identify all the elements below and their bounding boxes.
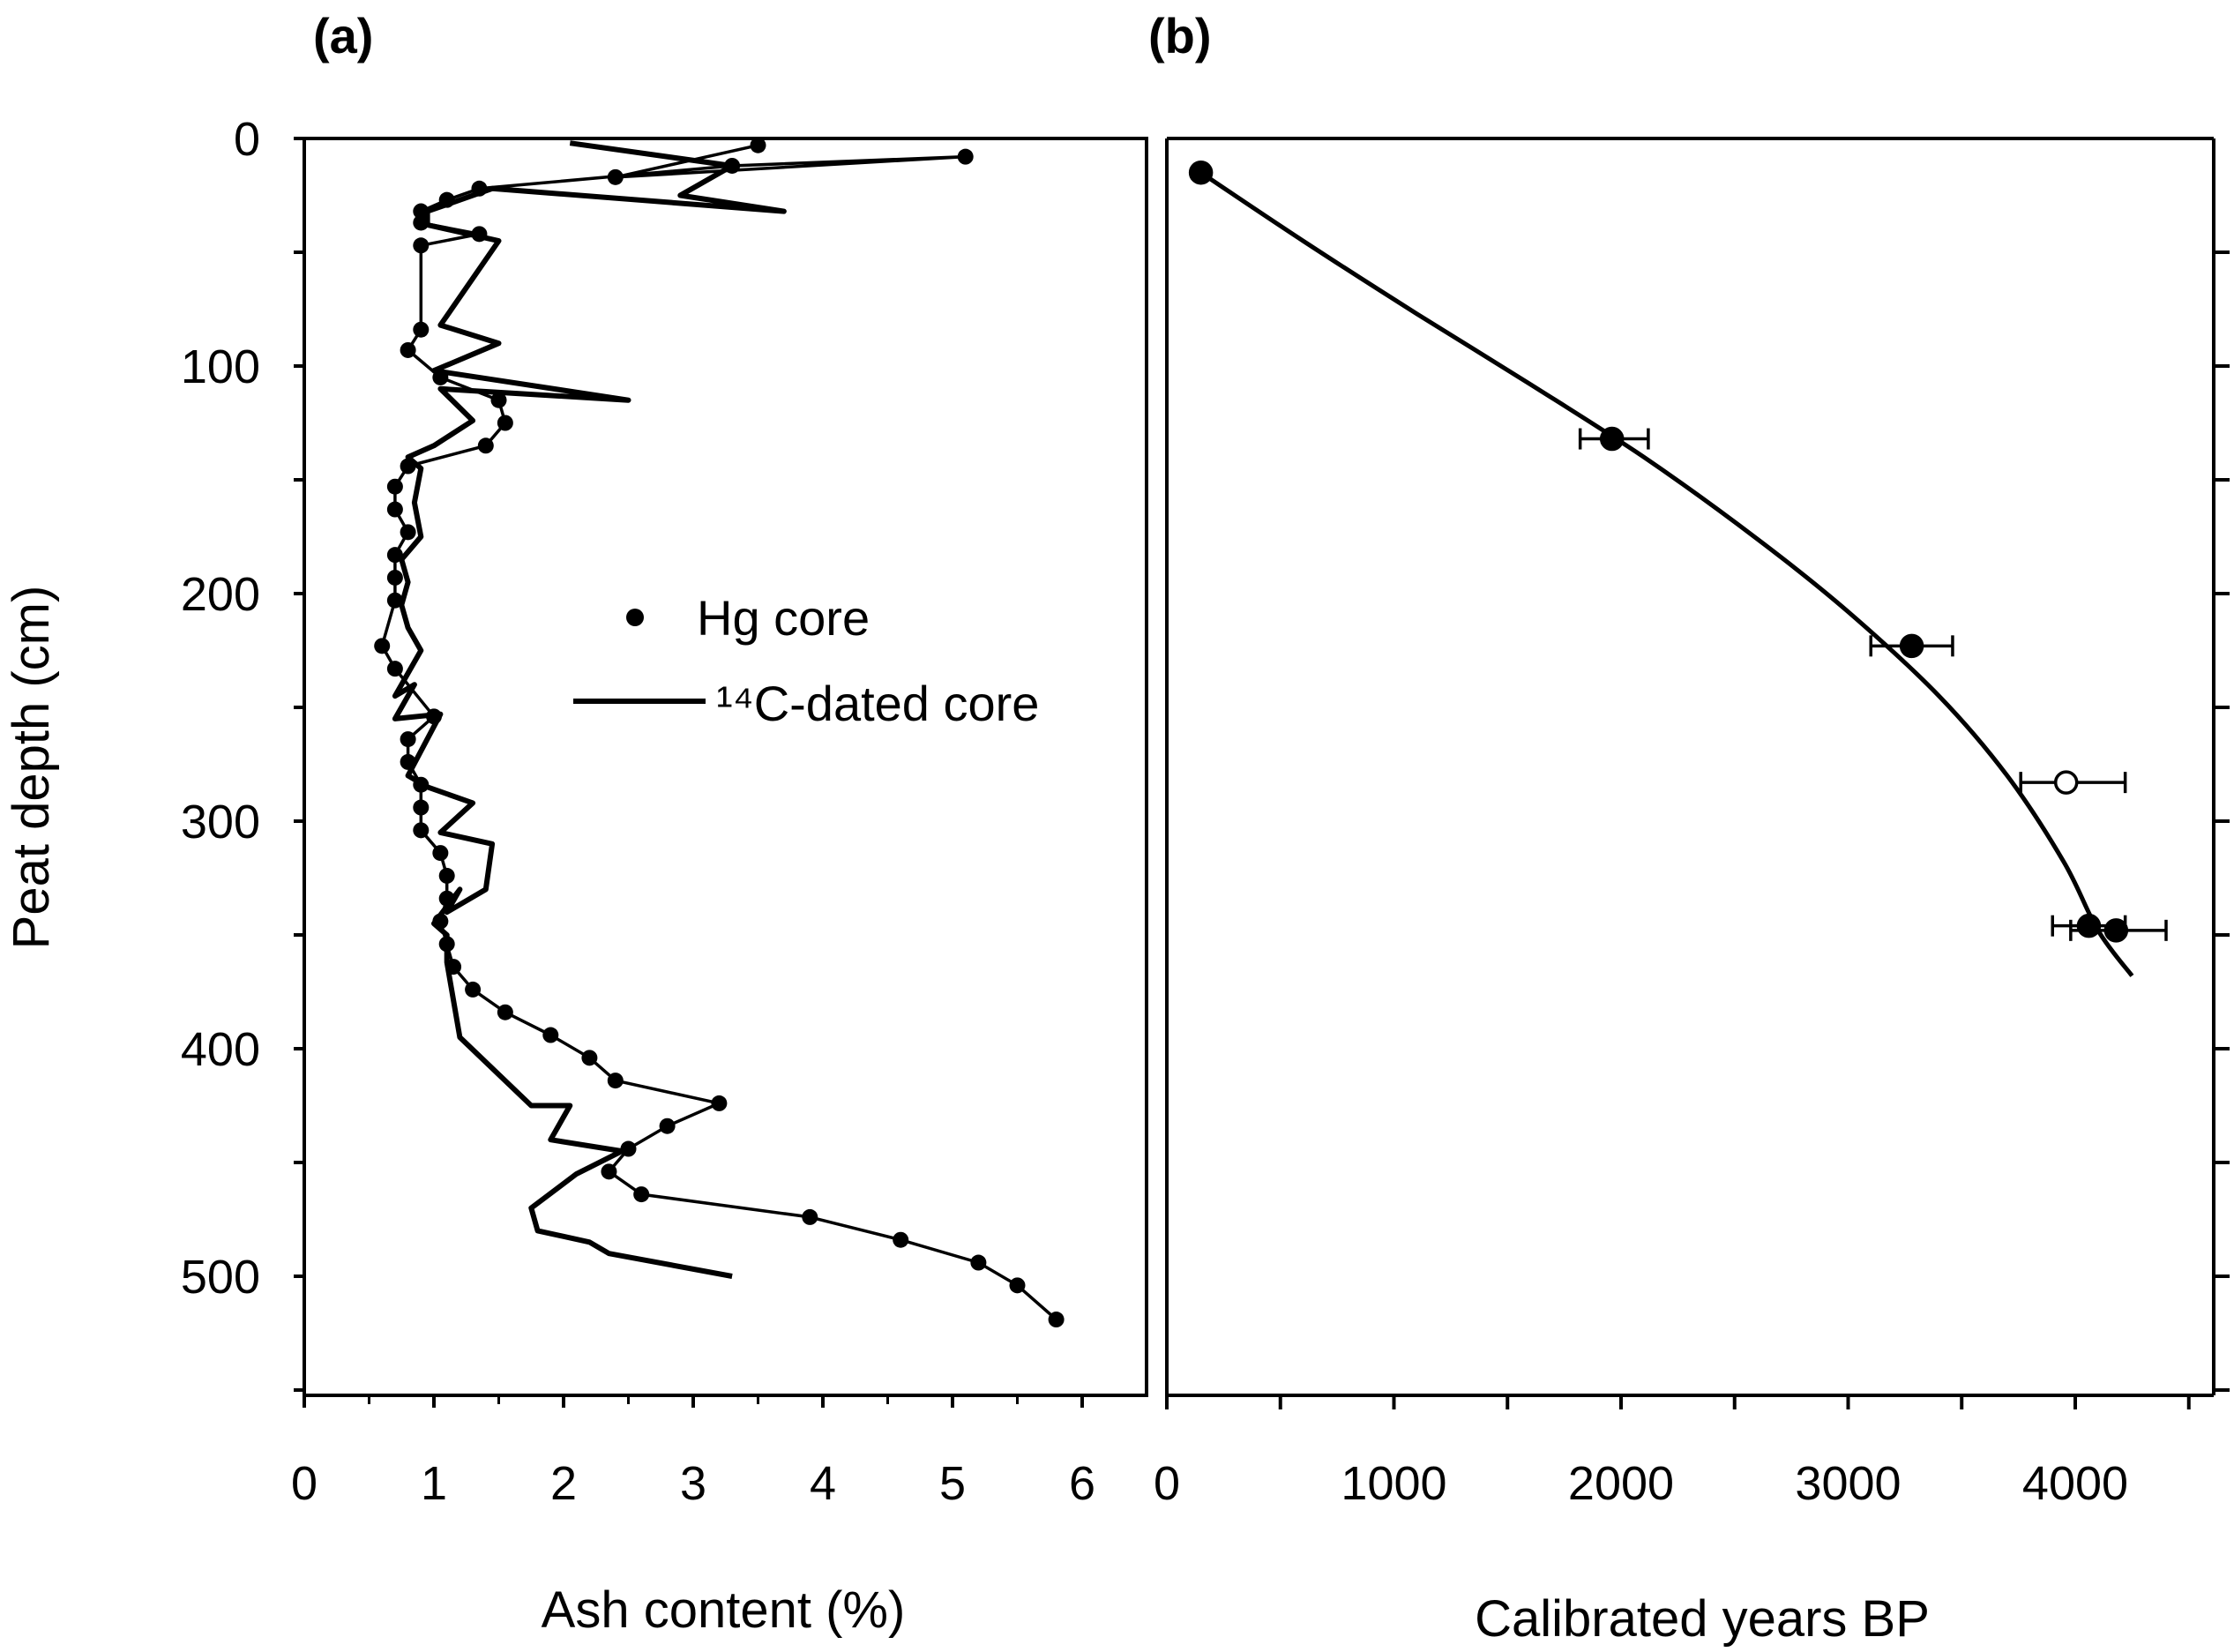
panel-a-y-axis-title: Peat depth (cm) [3, 586, 60, 950]
series-hg-core-point [750, 137, 766, 153]
series-hg-core-point [386, 478, 403, 495]
panel-a-plot-frame [303, 137, 1148, 1397]
series-hg-core-point [659, 1118, 676, 1134]
series-hg-core-point [802, 1208, 818, 1225]
series-hg-core-point [386, 569, 403, 586]
series-hg-core-point [601, 1163, 617, 1180]
series-hg-core-point [432, 913, 449, 930]
panel-a-x-tick-label: 6 [1069, 1457, 1095, 1510]
series-hg-core-point [413, 214, 430, 231]
dated-sample-point-open [2053, 770, 2079, 795]
panel-a-x-tick-label: 0 [291, 1457, 318, 1510]
series-hg-core-point [413, 321, 430, 338]
panel-a-x-axis-title: Ash content (%) [542, 1581, 906, 1639]
series-hg-core-point [633, 1186, 650, 1203]
series-14c-dated-core-line [392, 140, 787, 1279]
series-hg-core-point [1048, 1312, 1065, 1328]
series-hg-core-point [386, 501, 403, 518]
legend-hg-label: Hg core [697, 590, 870, 646]
panel-b-x-tick-label: 2000 [1568, 1457, 1674, 1510]
series-hg-core-point [445, 959, 462, 976]
panel-b: (b) 0 1000 2000 3000 4000 Calibrated years B… [1148, 8, 2230, 1648]
series-hg-core-point [490, 392, 507, 408]
series-hg-core-point [465, 981, 482, 998]
panel-b-x-tick-label: 0 [1154, 1457, 1180, 1510]
series-hg-core-point [426, 708, 442, 725]
panel-a-x-tick-label: 1 [421, 1457, 447, 1510]
series-hg-core-point [970, 1254, 987, 1271]
panel-a: (a) 0 100 200 300 400 500 0 1 2 3 4 5 6 Peat depth (… [3, 8, 1148, 1639]
series-hg-core-point [497, 415, 513, 431]
series-hg-core-point [386, 661, 403, 677]
series-hg-core-point [413, 799, 430, 816]
series-hg-core-point [542, 1027, 559, 1043]
panel-a-x-tick-label: 3 [680, 1457, 706, 1510]
panel-b-x-tick-label: 4000 [2022, 1457, 2128, 1510]
series-hg-core-point [413, 776, 430, 793]
series-hg-core-point [386, 547, 403, 564]
dated-sample-point [2076, 913, 2102, 938]
series-hg-core-point [400, 753, 416, 770]
series-hg-core-point [374, 638, 391, 654]
series-hg-core-point [438, 191, 455, 208]
series-hg-core-point [386, 592, 403, 609]
panel-a-y-tick-label: 100 [181, 340, 260, 393]
series-hg-core-point [438, 936, 455, 953]
series-hg-core-point [711, 1095, 728, 1111]
dated-sample-point [2103, 918, 2129, 943]
panel-a-label: (a) [313, 8, 373, 64]
dated-sample-point [1188, 160, 1214, 185]
series-hg-core-point [413, 203, 430, 220]
panel-b-x-axis-title: Calibrated years BP [1475, 1590, 1930, 1648]
dated-sample-point [1899, 633, 1924, 659]
series-hg-core-point [400, 731, 416, 748]
series-hg-core-point [400, 341, 416, 358]
panel-b-axes: 0 1000 2000 3000 4000 [1154, 250, 2230, 1510]
series-hg-core-point [1009, 1277, 1026, 1294]
series-hg-core-point [477, 437, 494, 454]
panel-a-y-tick-label: 300 [181, 796, 260, 848]
series-hg-core-point [432, 845, 449, 862]
age-depth-fit-curve [1199, 170, 2134, 977]
series-hg-core-point [607, 1073, 624, 1089]
panel-b-series [1188, 160, 2168, 977]
series-hg-core-point [413, 822, 430, 839]
series-hg-core-point [438, 867, 455, 884]
series-hg-core-point [413, 237, 430, 254]
series-hg-core-point [607, 168, 624, 185]
series-hg-core-point [957, 148, 974, 165]
dated-sample-point [1599, 426, 1625, 452]
series-hg-core-point [471, 180, 488, 197]
panel-a-axes: 0 100 200 300 400 500 0 1 2 3 4 5 6 [181, 113, 1095, 1510]
legend-hg-marker [626, 609, 644, 626]
panel-a-y-tick-label: 500 [181, 1251, 260, 1304]
panel-b-x-tick-label: 3000 [1795, 1457, 1901, 1510]
panel-a-y-tick-label: 400 [181, 1023, 260, 1076]
panel-a-x-tick-label: 5 [939, 1457, 966, 1510]
legend-14c-label: ¹⁴C-dated core [716, 676, 1039, 731]
series-hg-core-point [432, 369, 449, 385]
series-hg-core-point [400, 524, 416, 541]
panel-a-x-tick-label: 2 [550, 1457, 577, 1510]
series-hg-core-line [380, 143, 1057, 1321]
series-hg-core-point [400, 458, 416, 475]
series-hg-core-point [581, 1050, 598, 1066]
series-hg-core-point [893, 1231, 909, 1248]
panel-b-x-tick-label: 1000 [1341, 1457, 1446, 1510]
panel-b-label: (b) [1148, 8, 1212, 64]
series-hg-core-point [620, 1140, 637, 1157]
series-hg-core-point [497, 1004, 513, 1020]
series-hg-core-point [471, 226, 488, 243]
series-hg-core-point [724, 157, 741, 174]
series-hg-core-point [438, 890, 455, 907]
panel-a-y-tick-label: 0 [234, 113, 260, 166]
panel-a-y-tick-label: 200 [181, 568, 260, 621]
panel-a-series [374, 137, 1065, 1328]
panel-a-legend: Hg core ¹⁴C-dated core [573, 590, 1039, 731]
panel-a-x-tick-label: 4 [810, 1457, 836, 1510]
